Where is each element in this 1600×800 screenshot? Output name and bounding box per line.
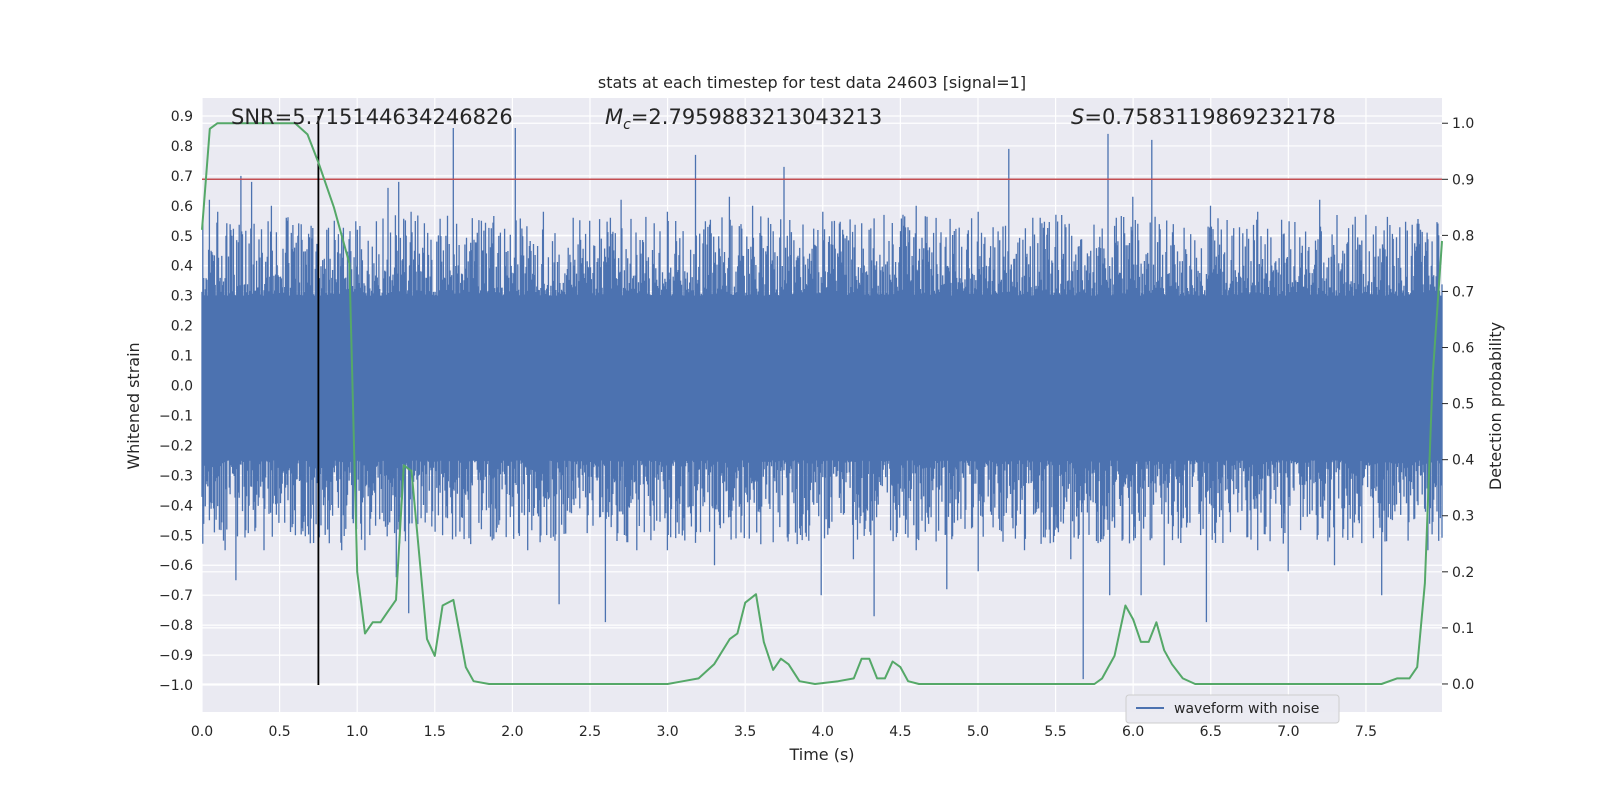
x-tick-label: 3.5 — [734, 724, 756, 740]
x-tick-label: 5.5 — [1044, 724, 1066, 740]
y-left-tick-label: −0.7 — [159, 588, 193, 604]
legend-label: waveform with noise — [1174, 701, 1319, 717]
y-left-tick-label: −1.0 — [159, 678, 193, 694]
s-symbol: S — [1071, 105, 1084, 129]
y-left-tick-label: 0.3 — [171, 289, 193, 305]
y-left-tick-label: −0.3 — [159, 468, 193, 484]
overlays — [202, 115, 1442, 686]
y-right-tick-label: 0.0 — [1452, 677, 1474, 693]
y-right-tick-label: 0.1 — [1452, 621, 1474, 637]
snr-annotation: SNR=5.715144634246826 — [231, 105, 513, 129]
x-tick-label: 0.5 — [268, 724, 290, 740]
mc-value: =2.7959883213043213 — [631, 105, 882, 129]
y-right-tick-label: 0.9 — [1452, 172, 1474, 188]
legend-box — [1125, 694, 1340, 724]
x-tick-label: 4.0 — [812, 724, 834, 740]
y-axis-label-right: Detection probability — [1486, 322, 1505, 490]
y-left-tick-label: −0.1 — [159, 408, 193, 424]
y-right-tick-label: 0.2 — [1452, 565, 1474, 581]
x-tick-label: 1.0 — [346, 724, 368, 740]
x-tick-label: 6.0 — [1122, 724, 1144, 740]
y-right-tick-label: 0.6 — [1452, 341, 1474, 357]
y-left-tick-label: 0.9 — [171, 109, 193, 125]
y-left-tick-label: −0.5 — [159, 528, 193, 544]
x-tick-label: 3.0 — [656, 724, 678, 740]
mc-annotation: Mc=2.7959883213043213 — [605, 105, 882, 133]
y-axis-label-left: Whitened strain — [124, 342, 143, 469]
x-tick-label: 1.5 — [424, 724, 446, 740]
y-left-tick-label: 0.0 — [171, 379, 193, 395]
ticks: 0.0 0.5 1.0 1.5 2.0 2.5 3.0 3.5 4.0 4.5 5.0 5.5 6.0 6… — [159, 109, 1474, 740]
chart-title: stats at each timestep for test data 246… — [598, 73, 1026, 92]
y-right-tick-label: 0.7 — [1452, 284, 1474, 300]
probability-line — [201, 122, 1443, 685]
y-right-tick-label: 0.5 — [1452, 397, 1474, 413]
x-tick-label: 0.0 — [191, 724, 213, 740]
y-left-tick-label: −0.8 — [159, 618, 193, 634]
y-left-tick-label: 0.6 — [171, 199, 193, 215]
y-right-tick-label: 1.0 — [1452, 116, 1474, 132]
mc-symbol: M — [605, 105, 623, 129]
x-tick-label: 2.5 — [579, 724, 601, 740]
x-axis-label: Time (s) — [788, 745, 854, 764]
y-left-tick-label: 0.5 — [171, 229, 193, 245]
waveform-line — [201, 128, 1443, 680]
mc-subscript: c — [623, 117, 631, 133]
x-tick-label: 4.5 — [889, 724, 911, 740]
y-left-tick-label: −0.2 — [159, 438, 193, 454]
y-left-tick-label: 0.2 — [171, 319, 193, 335]
y-left-tick-label: 0.8 — [171, 139, 193, 155]
y-right-tick-label: 0.8 — [1452, 228, 1474, 244]
x-tick-label: 7.0 — [1277, 724, 1299, 740]
waveform-series — [201, 128, 1443, 680]
y-left-tick-label: 0.4 — [171, 259, 193, 275]
x-tick-label: 5.0 — [967, 724, 989, 740]
y-right-tick-label: 0.4 — [1452, 453, 1474, 469]
y-left-tick-label: −0.6 — [159, 558, 193, 574]
y-left-tick-label: −0.4 — [159, 498, 193, 514]
probability-series — [201, 122, 1443, 685]
legend: waveform with noise — [1125, 694, 1340, 724]
y-left-tick-label: 0.1 — [171, 349, 193, 365]
s-value: =0.7583119869232178 — [1084, 105, 1335, 129]
x-tick-label: 2.0 — [501, 724, 523, 740]
y-right-tick-label: 0.3 — [1452, 509, 1474, 525]
x-tick-label: 6.5 — [1200, 724, 1222, 740]
y-left-tick-label: 0.7 — [171, 169, 193, 185]
x-tick-label: 7.5 — [1355, 724, 1377, 740]
s-annotation: S=0.7583119869232178 — [1071, 105, 1336, 129]
y-left-tick-label: −0.9 — [159, 648, 193, 664]
